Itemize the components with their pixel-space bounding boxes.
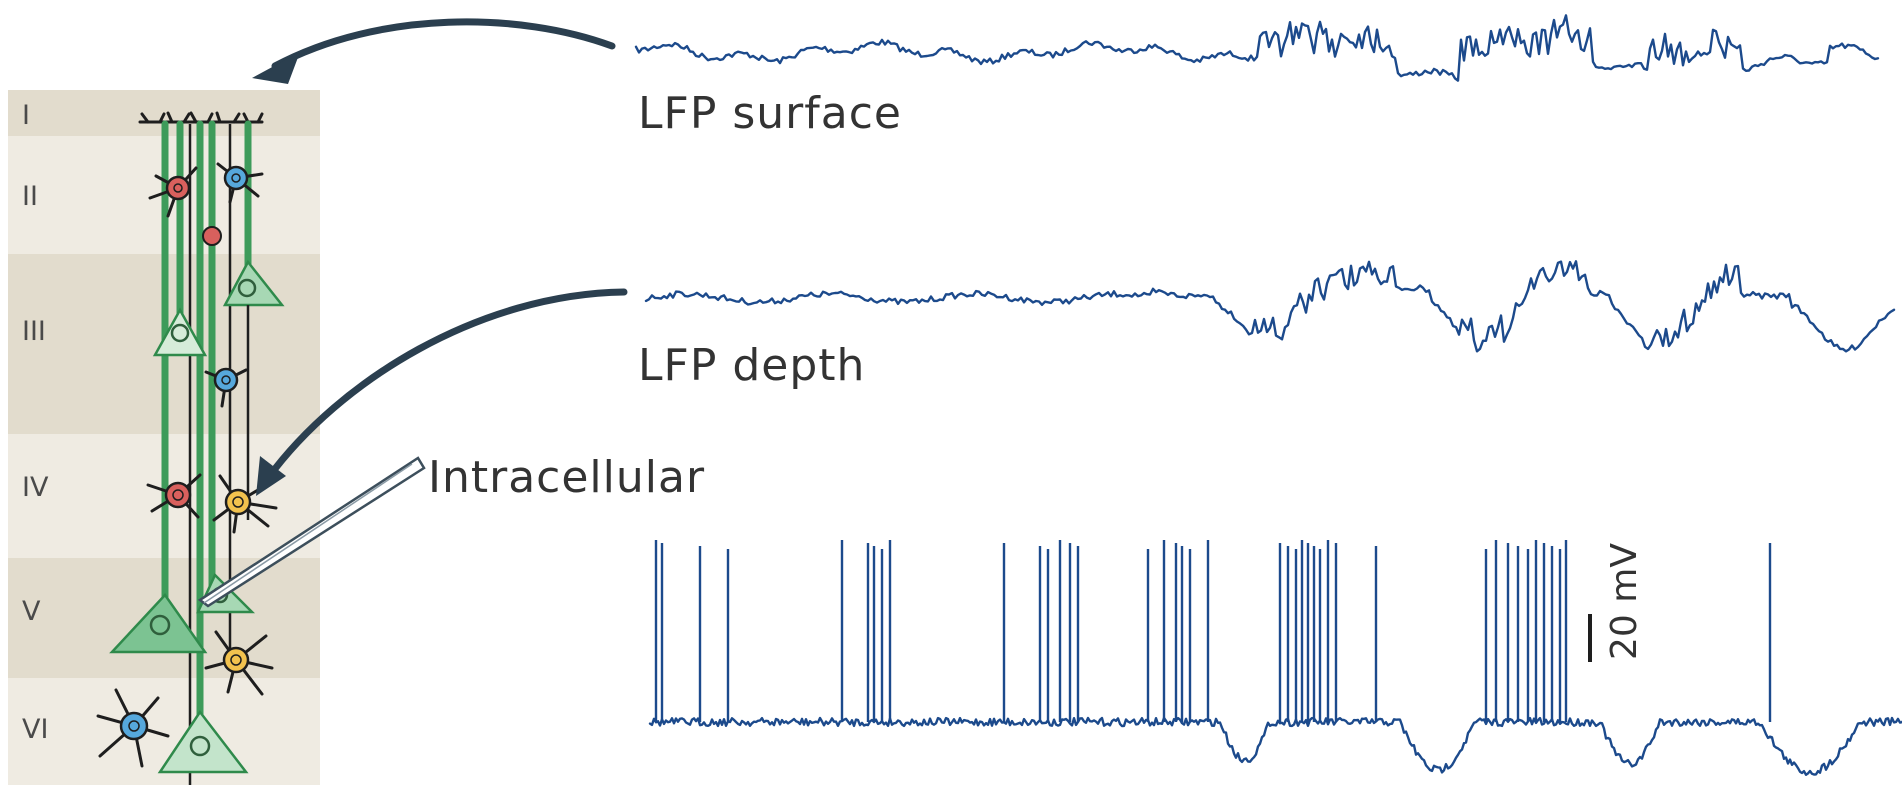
interneuron-icon <box>146 473 202 519</box>
layer-label-v: V <box>22 596 41 627</box>
intracellular-trace <box>648 716 1902 776</box>
interneuron-icon <box>148 166 198 218</box>
pyramidal-neuron-icon <box>152 307 208 357</box>
interneuron-icon <box>204 367 248 408</box>
scale-bar-label: 20 mV <box>1604 543 1645 660</box>
interneuron-icon <box>212 474 278 534</box>
layer-label-ii: II <box>22 181 38 212</box>
lfp-depth-trace <box>644 260 1896 353</box>
lfp-surface-label: LFP surface <box>638 88 902 139</box>
lfp-depth-label: LFP depth <box>638 340 865 391</box>
action-potential-spikes <box>654 540 1772 722</box>
interneuron-icon <box>96 688 170 768</box>
electrode-icon <box>197 456 426 608</box>
interneuron-icon <box>202 226 222 246</box>
surface-arrow <box>252 18 616 84</box>
layer-label-i: I <box>22 100 30 131</box>
layer-label-vi: VI <box>22 714 48 745</box>
intracellular-label: Intracellular <box>428 452 705 503</box>
lfp-surface-trace <box>634 14 1880 82</box>
scale-bar: 20 mV <box>1588 543 1645 662</box>
pyramidal-neuron-icon <box>157 709 249 774</box>
apical-dendrites <box>161 120 252 785</box>
pyramidal-neuron-icon <box>109 593 208 654</box>
interneuron-icon <box>204 630 274 696</box>
depth-arrow <box>256 288 628 496</box>
interneuron-icon <box>216 162 264 204</box>
cortical-column-icon: I II III IV V VI <box>8 90 320 785</box>
layer-label-iii: III <box>22 316 46 347</box>
layer-label-iv: IV <box>22 472 49 503</box>
pyramidal-neuron-icon <box>222 259 285 520</box>
